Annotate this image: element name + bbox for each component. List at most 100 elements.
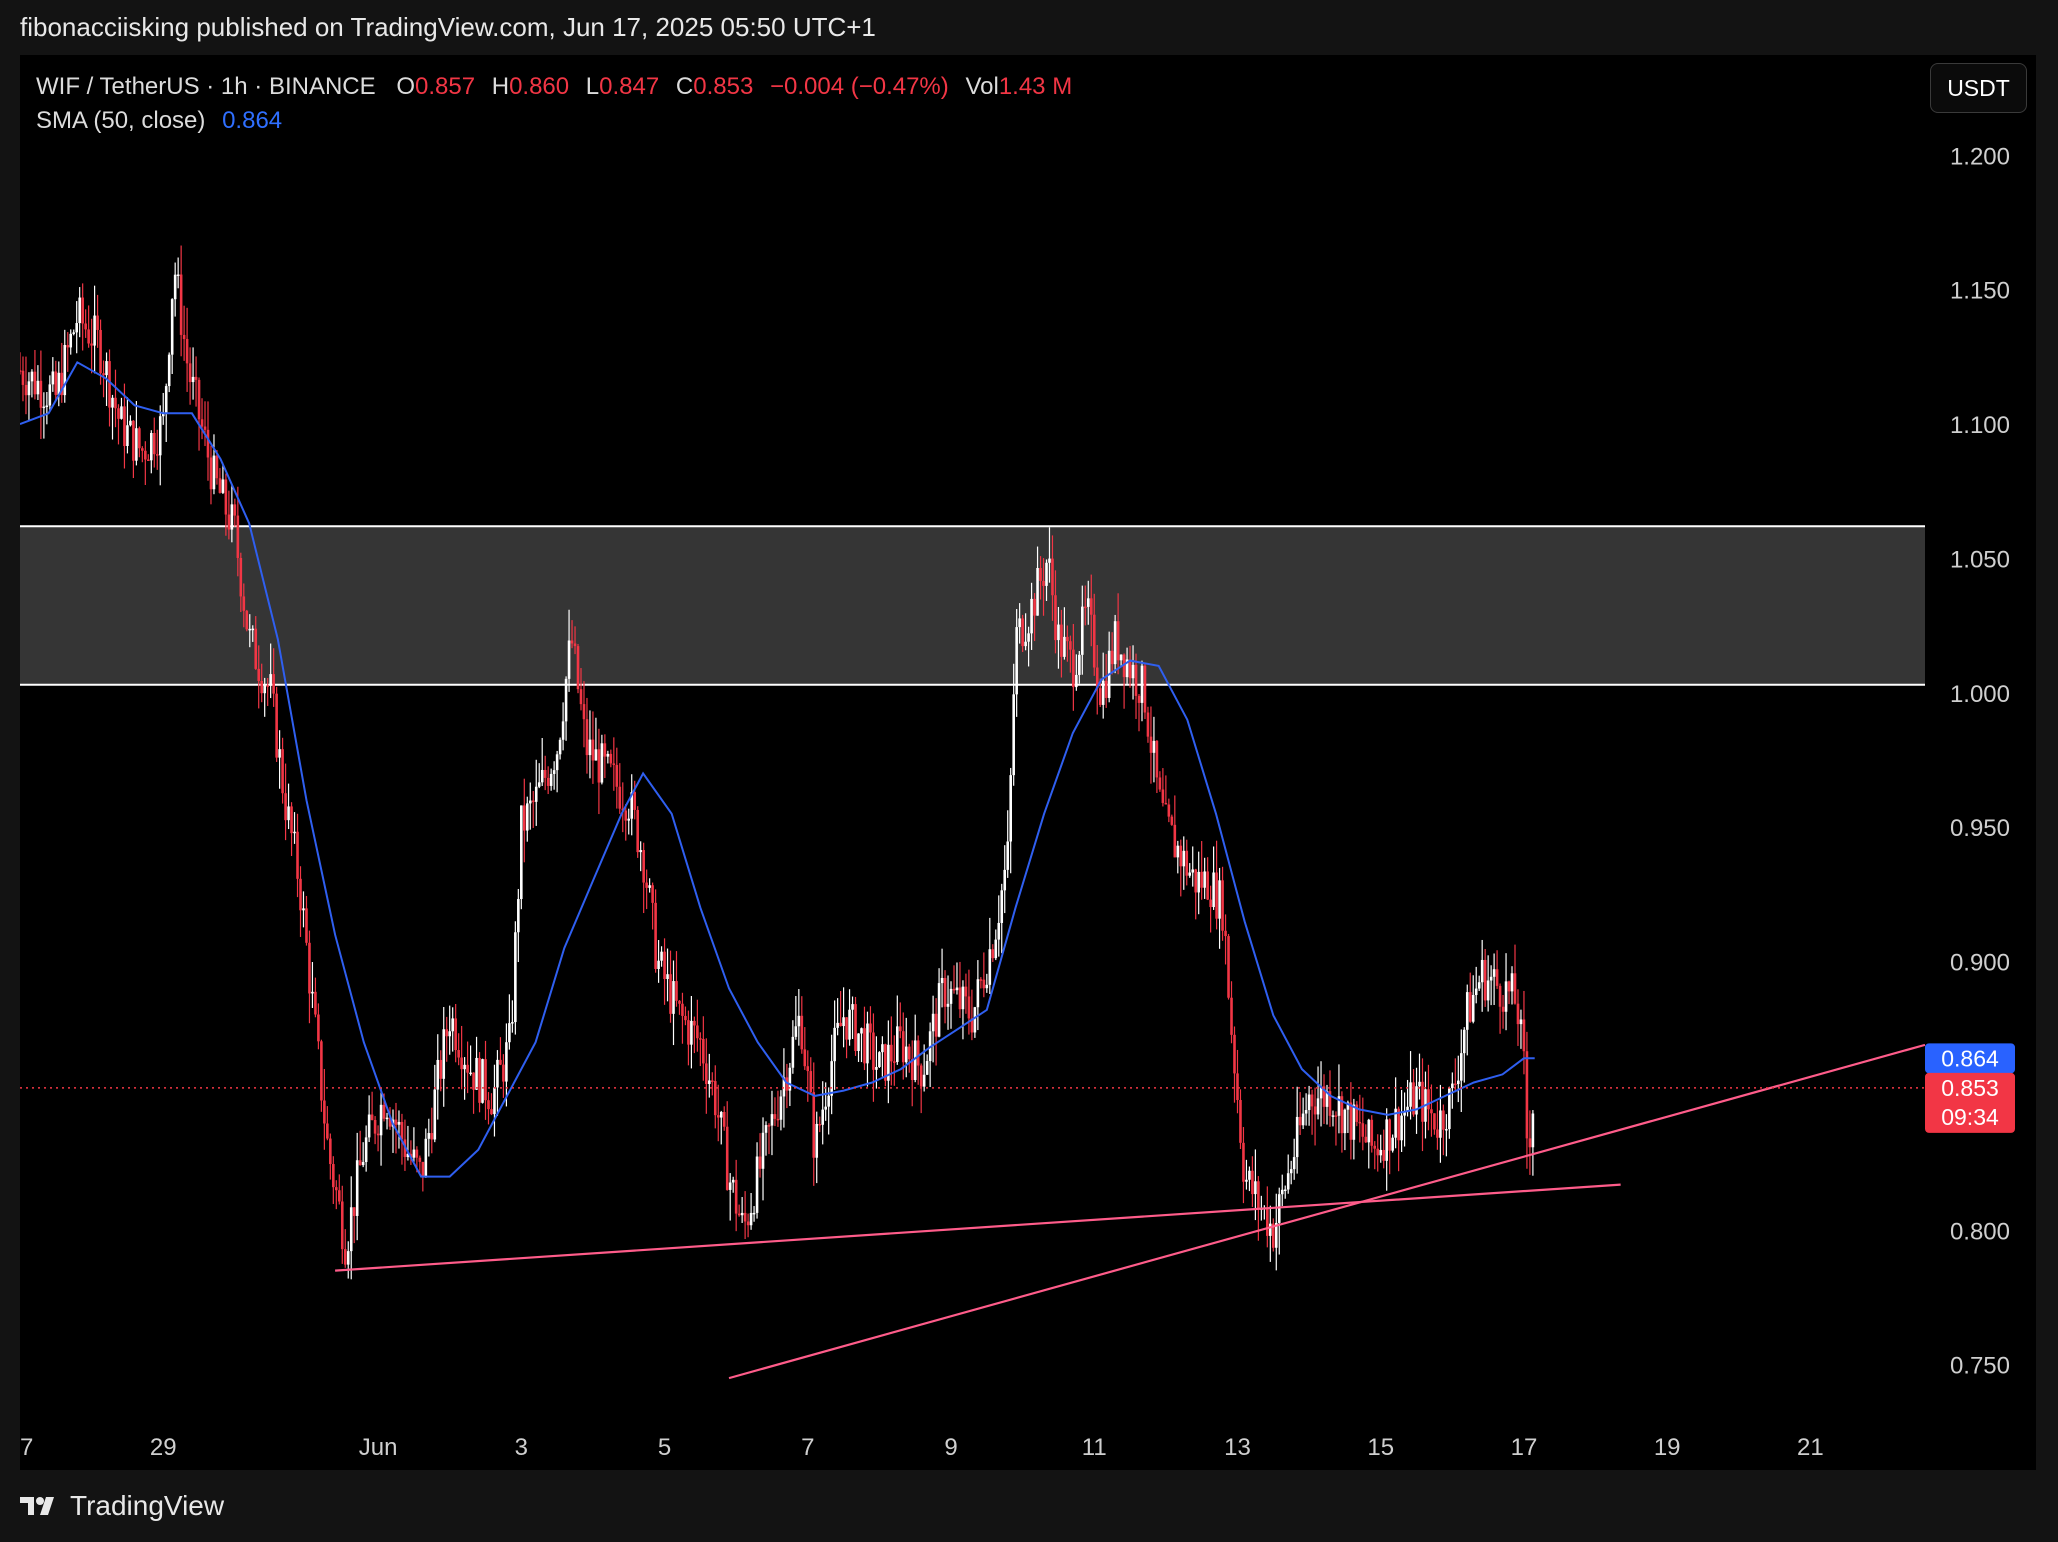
- candle-body: [466, 1064, 469, 1073]
- candle-body: [561, 721, 565, 740]
- candles-layer: [20, 245, 1535, 1280]
- candle-body: [1412, 1082, 1415, 1115]
- candle-body: [1194, 869, 1198, 893]
- candle-body: [335, 1187, 338, 1191]
- candle-body: [1459, 1053, 1463, 1081]
- candle-body: [1027, 633, 1030, 642]
- candle-body: [1301, 1113, 1305, 1126]
- y-tick-label: 1.150: [1950, 278, 2010, 305]
- candle-body: [708, 1080, 711, 1084]
- candle-body: [302, 908, 305, 911]
- candle-body: [514, 932, 517, 1023]
- candle-body: [967, 996, 971, 1019]
- candle-body: [836, 1022, 839, 1028]
- candle-body: [1200, 871, 1203, 888]
- candle-body: [364, 1137, 368, 1163]
- candle-body: [42, 406, 46, 409]
- candle-body: [1173, 824, 1177, 858]
- candle-body: [24, 384, 28, 396]
- candle-body: [884, 1044, 887, 1081]
- price-chart[interactable]: 1.2001.1501.1001.0501.0000.9500.9000.850…: [20, 55, 2036, 1470]
- candle-body: [275, 693, 278, 758]
- candle-body: [728, 1182, 732, 1190]
- footer-brand: TradingView: [70, 1490, 225, 1521]
- candle-body: [1474, 988, 1478, 996]
- candle-body: [1298, 1116, 1302, 1126]
- candle-body: [636, 809, 639, 853]
- candle-body: [135, 428, 138, 461]
- candle-body: [337, 1190, 341, 1202]
- x-axis: 27 29 Jun 3 5 7 9 11 13 15 17 19 21: [20, 1434, 1824, 1461]
- candle-body: [1504, 981, 1508, 1012]
- candle-body: [1161, 789, 1165, 803]
- candle-body: [439, 1059, 443, 1079]
- candle-body: [397, 1121, 401, 1125]
- candle-body: [922, 1074, 926, 1087]
- candle-body: [421, 1161, 425, 1177]
- x-tick-label: 15: [1367, 1434, 1394, 1461]
- candle-body: [660, 951, 663, 961]
- candle-body: [1340, 1096, 1344, 1134]
- candle-body: [842, 1017, 845, 1027]
- candle-body: [994, 939, 998, 959]
- candle-body: [639, 850, 642, 853]
- candle-body: [493, 1087, 496, 1115]
- candle-body: [1125, 659, 1129, 678]
- candle-body: [746, 1221, 750, 1226]
- candle-body: [308, 942, 311, 994]
- candle-body: [1349, 1102, 1353, 1140]
- candle-body: [1456, 1080, 1460, 1085]
- tradingview-logo[interactable]: TradingView: [20, 1490, 224, 1522]
- chart-frame[interactable]: 1.2001.1501.1001.0501.0000.9500.9000.850…: [20, 55, 2036, 1470]
- candle-body: [1462, 1029, 1466, 1054]
- candle-body: [898, 1026, 902, 1032]
- candle-body: [546, 777, 550, 786]
- candle-body: [475, 1057, 478, 1090]
- candle-body: [376, 1133, 380, 1136]
- candle-body: [317, 1014, 320, 1042]
- candle-body: [54, 371, 58, 395]
- candle-body: [1233, 1034, 1236, 1074]
- sma-label[interactable]: SMA (50, close): [36, 107, 206, 134]
- candle-body: [1057, 624, 1060, 641]
- candle-body: [1382, 1149, 1385, 1161]
- candle-body: [1385, 1119, 1388, 1161]
- candle-body: [684, 1015, 687, 1021]
- candle-body: [582, 704, 586, 720]
- candle-body: [51, 371, 55, 385]
- candle-body: [1021, 618, 1024, 647]
- candle-body: [120, 406, 123, 419]
- candle-body: [349, 1207, 353, 1252]
- candle-body: [478, 1057, 481, 1103]
- candle-body: [248, 628, 252, 631]
- candle-body: [672, 981, 675, 1014]
- currency-button[interactable]: USDT: [1930, 63, 2027, 113]
- candle-body: [1137, 695, 1141, 703]
- candle-body: [442, 1029, 446, 1079]
- publisher-credit: fibonacciisking published on TradingView…: [20, 12, 876, 42]
- candle-body: [782, 1077, 786, 1097]
- candle-body: [260, 680, 264, 694]
- candle-body: [678, 1000, 681, 1004]
- candle-body: [358, 1160, 362, 1166]
- candle-body: [743, 1212, 747, 1222]
- candle-body: [424, 1138, 428, 1177]
- candle-body: [528, 800, 532, 804]
- candle-body: [472, 1072, 475, 1090]
- candle-body: [30, 371, 34, 382]
- y-tick-label: 1.100: [1950, 412, 2010, 439]
- candle-body: [1373, 1145, 1377, 1149]
- candle-body: [815, 1123, 819, 1158]
- candle-body: [158, 416, 162, 456]
- candle-body: [1445, 1129, 1448, 1131]
- x-tick-label: 13: [1224, 1434, 1251, 1461]
- x-tick-label: 17: [1511, 1434, 1538, 1461]
- candle-body: [609, 753, 613, 764]
- candle-body: [812, 1092, 816, 1158]
- candle-body: [517, 899, 520, 933]
- candle-body: [1367, 1119, 1371, 1143]
- candle-body: [773, 1114, 777, 1119]
- candle-body: [1221, 880, 1224, 931]
- symbol-label[interactable]: WIF / TetherUS · 1h · BINANCE: [36, 73, 376, 100]
- candle-body: [343, 1249, 347, 1265]
